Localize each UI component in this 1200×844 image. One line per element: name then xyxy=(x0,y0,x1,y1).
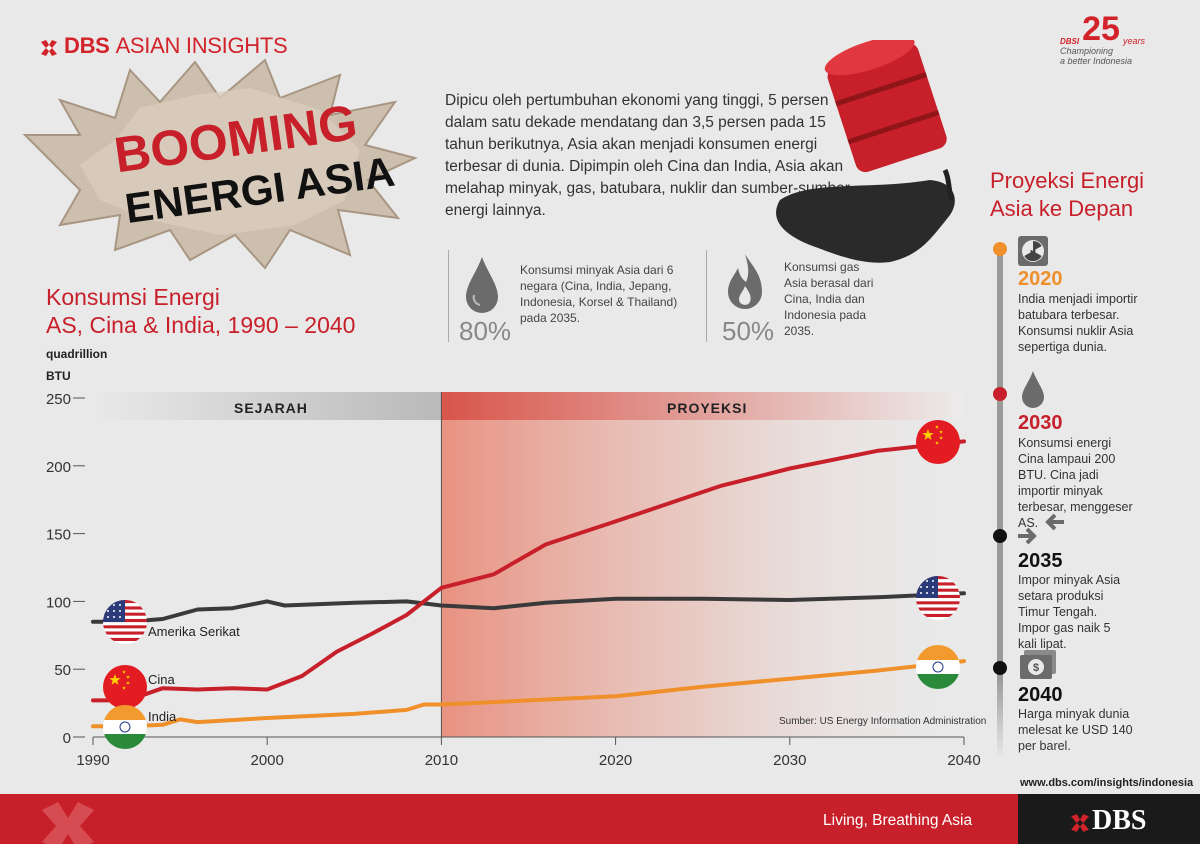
y-unit-line2: BTU xyxy=(46,369,71,383)
y-tick-label-200: 200 xyxy=(46,459,71,476)
timeline-dot-2040 xyxy=(993,661,1007,675)
china-flag-start xyxy=(103,665,147,709)
timeline-text-2030: Konsumsi energi Cina lampaui 200 BTU. Ci… xyxy=(1018,436,1133,530)
chart-flags xyxy=(103,420,960,749)
stat-text-1: Konsumsi minyak Asia dari 6 negara (Cina… xyxy=(520,263,678,325)
timeline-year-2040: 2040 xyxy=(1018,684,1063,706)
stat-pct-1: 80% xyxy=(459,316,512,346)
anniversary-badge: DBSI 25 years Championing a better Indon… xyxy=(1060,12,1180,66)
footer-logo: DBS xyxy=(1070,805,1146,837)
timeline-dot-2030 xyxy=(993,387,1007,401)
projection-band xyxy=(441,392,964,420)
dbs-star-icon xyxy=(40,37,58,56)
x-tick-label-2010: 2010 xyxy=(425,752,458,769)
timeline-year-2030: 2030 xyxy=(1018,412,1063,434)
x-tick-label-2040: 2040 xyxy=(947,752,980,769)
timeline-text-2035: Impor minyak Asia setara produksi Timur … xyxy=(1018,573,1121,651)
label-us: Amerika Serikat xyxy=(148,624,240,639)
x-tick-label-1990: 1990 xyxy=(76,752,109,769)
y-tick-label-150: 150 xyxy=(46,527,71,544)
series-india xyxy=(91,659,966,729)
timeline-dot-2035 xyxy=(993,529,1007,543)
timeline-title-line2: Asia ke Depan xyxy=(990,196,1134,221)
y-tick-label-50: 50 xyxy=(54,662,71,679)
china-flag-end xyxy=(916,420,960,464)
chart-background xyxy=(93,392,964,737)
y-axis-unit: quadrillion BTU xyxy=(46,343,107,387)
radiation-icon xyxy=(1018,236,1048,266)
y-tick-label-0: 0 xyxy=(63,730,71,747)
flame-icon xyxy=(728,254,762,309)
india-flag-end xyxy=(916,645,960,689)
line-chart: 0 50 100 150 200 250 1990 2000 2010 2020 2030 2040 xyxy=(46,391,981,769)
x-tick-label-2020: 2020 xyxy=(599,752,632,769)
y-tick-label-100: 100 xyxy=(46,594,71,611)
explosion-graphic: BOOMING ENERGI ASIA xyxy=(22,58,418,270)
timeline-text-2020: India menjadi importir batubara terbesar… xyxy=(1018,292,1138,354)
x-tick-label-2030: 2030 xyxy=(773,752,806,769)
footer-dark-panel xyxy=(1018,794,1200,844)
chart-title-line1: Konsumsi Energi xyxy=(46,284,220,310)
intro-text: Dipicu oleh pertumbuhan ekonomi yang tin… xyxy=(445,92,850,219)
projection-area xyxy=(441,420,964,737)
timeline-line xyxy=(997,248,1003,678)
us-flag-end xyxy=(916,576,960,620)
timeline-title: Proyeksi Energi Asia ke Depan xyxy=(990,167,1144,223)
stat-text-2: Konsumsi gas Asia berasal dari Cina, Ind… xyxy=(784,260,874,338)
y-unit-line1: quadrillion xyxy=(46,347,108,361)
anniversary-unit: years xyxy=(1122,36,1145,46)
money-icon: $ xyxy=(1020,650,1056,679)
section-history-label: SEJARAH xyxy=(234,400,308,416)
footer-website[interactable]: www.dbs.com/insights/indonesia xyxy=(1020,777,1194,789)
x-tick-label-2000: 2000 xyxy=(251,752,284,769)
oil-drop-icon xyxy=(466,257,498,313)
section-projection-label: PROYEKSI xyxy=(667,400,748,416)
series-us xyxy=(91,591,966,624)
timeline-dot-2020 xyxy=(993,242,1007,256)
chart-series xyxy=(91,439,966,729)
chart-source: Sumber: US Energy Information Administra… xyxy=(779,716,987,727)
anniversary-line2: a better Indonesia xyxy=(1060,56,1133,66)
timeline-year-2035: 2035 xyxy=(1018,550,1063,572)
chart-title-line2: AS, Cina & India, 1990 – 2040 xyxy=(46,312,356,338)
svg-text:$: $ xyxy=(1033,662,1039,674)
timeline-title-line1: Proyeksi Energi xyxy=(990,168,1145,193)
brand-name: ASIAN INSIGHTS xyxy=(115,33,288,58)
y-tick-label-250: 250 xyxy=(46,391,71,408)
series-china xyxy=(91,439,966,703)
chart-title: Konsumsi Energi AS, Cina & India, 1990 –… xyxy=(46,283,355,339)
stat-pct-2: 50% xyxy=(722,316,775,346)
us-flag-start xyxy=(103,600,147,644)
footer-bar xyxy=(0,794,1018,844)
timeline-text-2040: Harga minyak dunia melesat ke USD 140 pe… xyxy=(1018,707,1133,753)
oil-drop-small-icon xyxy=(1022,371,1044,408)
brand-mark: DBS xyxy=(64,33,110,58)
footer-tagline: Living, Breathing Asia xyxy=(823,812,973,829)
label-india: India xyxy=(148,709,177,724)
anniversary-number: 25 xyxy=(1082,10,1120,48)
timeline-year-2020: 2020 xyxy=(1018,268,1063,290)
anniversary-line1: Championing xyxy=(1060,46,1114,56)
history-band xyxy=(93,392,442,420)
footer-logo-text: DBS xyxy=(1092,805,1147,836)
label-china: Cina xyxy=(148,672,175,687)
india-flag-start xyxy=(103,705,147,749)
converge-arrows-icon xyxy=(1018,513,1064,545)
chart-axes: 0 50 100 150 200 250 1990 2000 2010 2020 2030 2040 xyxy=(46,391,981,769)
anniversary-small: DBSI xyxy=(1060,37,1080,46)
footer-star-icon xyxy=(42,802,94,844)
brand-logo: DBS ASIAN INSIGHTS xyxy=(40,33,288,59)
oil-barrel-illustration xyxy=(776,40,955,263)
footer-logo-star-icon xyxy=(1071,813,1089,832)
